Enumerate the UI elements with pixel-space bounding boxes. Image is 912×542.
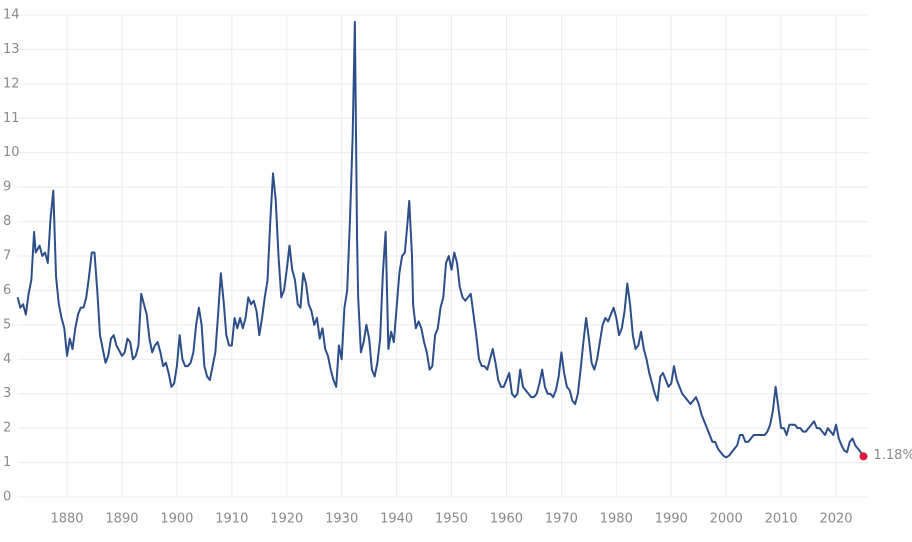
- y-tick-label: 13: [3, 42, 20, 57]
- x-tick-label: 1890: [105, 512, 138, 527]
- x-tick-label: 1900: [160, 512, 193, 527]
- x-tick-label: 1980: [600, 512, 633, 527]
- x-tick-label: 1930: [325, 512, 358, 527]
- x-tick-label: 2000: [710, 512, 743, 527]
- x-tick-label: 1970: [545, 512, 578, 527]
- x-tick-label: 2010: [765, 512, 798, 527]
- y-tick-label: 12: [3, 76, 20, 91]
- x-tick-label: 1920: [270, 512, 303, 527]
- y-tick-label: 6: [3, 283, 11, 298]
- x-tick-label: 2020: [819, 512, 852, 527]
- y-tick-label: 2: [3, 421, 11, 436]
- y-tick-label: 9: [3, 180, 11, 195]
- y-tick-label: 5: [3, 317, 11, 332]
- y-tick-label: 10: [3, 145, 20, 160]
- y-tick-label: 8: [3, 214, 11, 229]
- annotation-label: 1.18%: [874, 448, 912, 463]
- y-tick-label: 14: [3, 8, 20, 23]
- x-tick-label: 1880: [50, 512, 83, 527]
- x-tick-label: 1960: [490, 512, 523, 527]
- y-tick-label: 0: [3, 490, 11, 505]
- y-tick-label: 11: [3, 111, 20, 126]
- y-tick-label: 4: [3, 352, 11, 367]
- x-tick-label: 1940: [380, 512, 413, 527]
- data-line: [16, 20, 865, 459]
- y-tick-label: 3: [3, 386, 11, 401]
- y-tick-label: 7: [3, 249, 11, 264]
- y-tick-label: 1: [3, 455, 11, 470]
- x-tick-label: 1990: [655, 512, 688, 527]
- highlight-dot: [859, 452, 868, 461]
- x-tick-label: 1910: [215, 512, 248, 527]
- x-tick-label: 1950: [435, 512, 468, 527]
